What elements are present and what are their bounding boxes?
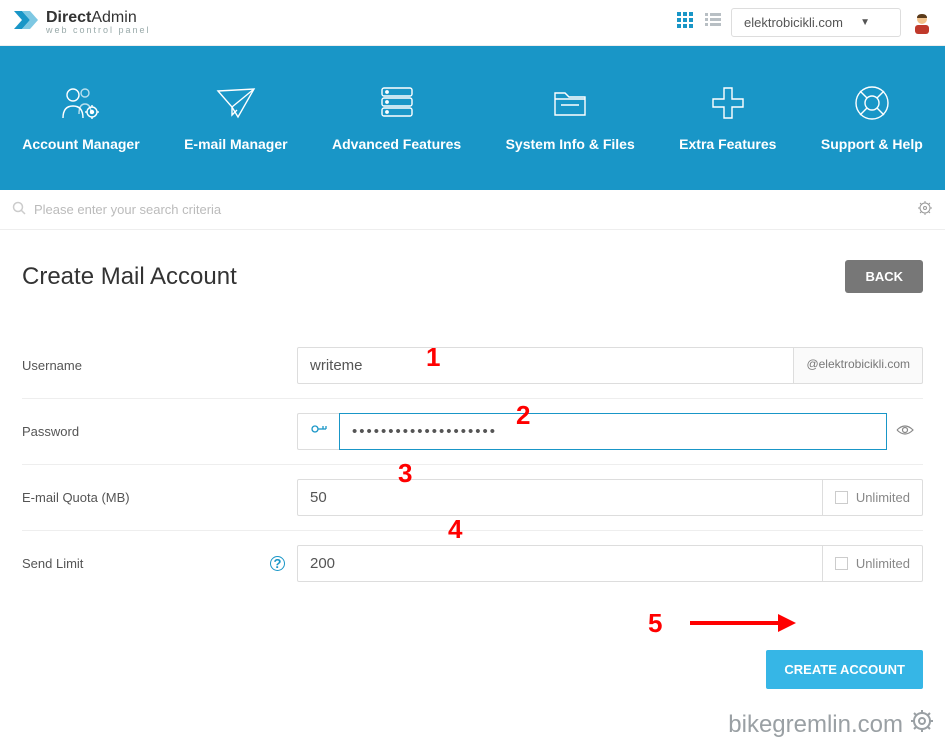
generate-password-button[interactable] [297, 413, 339, 450]
settings-gear-icon[interactable] [917, 200, 933, 219]
label-password: Password [22, 424, 297, 439]
quota-input[interactable] [297, 479, 823, 516]
label-quota: E-mail Quota (MB) [22, 490, 297, 505]
label-sendlimit: Send Limit ? [22, 556, 297, 571]
label-username: Username [22, 358, 297, 373]
toggle-password-visibility[interactable] [887, 413, 923, 450]
row-sendlimit: Send Limit ? Unlimited [22, 531, 923, 596]
page-content: Create Mail Account BACK Username @elekt… [0, 230, 945, 689]
plus-icon [709, 84, 747, 122]
topbar-right: elektrobicikli.com ▼ [677, 8, 933, 37]
domain-dropdown[interactable]: elektrobicikli.com ▼ [731, 8, 901, 37]
nav-support-help[interactable]: Support & Help [821, 84, 923, 152]
brand: DirectAdmin web control panel [12, 7, 151, 38]
key-icon [310, 422, 328, 441]
sendlimit-input[interactable] [297, 545, 823, 582]
help-icon[interactable]: ? [270, 556, 285, 571]
user-avatar-icon[interactable] [911, 12, 933, 34]
grid-view-icon[interactable] [677, 12, 695, 33]
search-icon [12, 201, 26, 218]
brand-subtitle: web control panel [46, 26, 151, 35]
search-input[interactable] [34, 202, 534, 217]
checkbox-icon [835, 557, 848, 570]
quota-unlimited-toggle[interactable]: Unlimited [823, 479, 923, 516]
domain-dropdown-label: elektrobicikli.com [744, 15, 843, 30]
nav-label: Support & Help [821, 136, 923, 152]
watermark: bikegremlin.com [728, 708, 935, 741]
nav-system-info[interactable]: System Info & Files [506, 84, 635, 152]
nav-label: Extra Features [679, 136, 776, 152]
sendlimit-unlimited-label: Unlimited [856, 556, 910, 571]
nav-label: System Info & Files [506, 136, 635, 152]
back-button[interactable]: BACK [845, 260, 923, 293]
nav-advanced-features[interactable]: Advanced Features [332, 84, 461, 152]
row-password: Password [22, 399, 923, 465]
nav-label: Account Manager [22, 136, 139, 152]
list-view-icon[interactable] [705, 13, 721, 32]
lifebuoy-icon [852, 84, 892, 122]
username-input[interactable] [297, 347, 794, 384]
watermark-text: bikegremlin.com [728, 711, 903, 739]
quota-unlimited-label: Unlimited [856, 490, 910, 505]
brand-logo-icon [12, 7, 40, 38]
folder-icon [549, 84, 591, 122]
nav-label: Advanced Features [332, 136, 461, 152]
row-username: Username @elektrobicikli.com [22, 333, 923, 399]
nav-extra-features[interactable]: Extra Features [679, 84, 776, 152]
search-bar [0, 190, 945, 230]
nav-account-manager[interactable]: Account Manager [22, 84, 139, 152]
username-domain-suffix: @elektrobicikli.com [794, 347, 923, 384]
checkbox-icon [835, 491, 848, 504]
paper-plane-icon [214, 84, 258, 122]
sendlimit-unlimited-toggle[interactable]: Unlimited [823, 545, 923, 582]
password-input[interactable] [339, 413, 887, 450]
users-gear-icon [59, 84, 103, 122]
chevron-down-icon: ▼ [860, 17, 870, 28]
server-stack-icon [376, 84, 418, 122]
brand-name: DirectAdmin [46, 10, 151, 26]
page-title: Create Mail Account [22, 263, 237, 291]
nav-email-manager[interactable]: E-mail Manager [184, 84, 287, 152]
create-account-button[interactable]: CREATE ACCOUNT [766, 650, 923, 689]
main-nav: Account Manager E-mail Manager Advanced … [0, 46, 945, 190]
eye-icon [896, 423, 914, 441]
gear-icon [909, 708, 935, 741]
nav-label: E-mail Manager [184, 136, 287, 152]
row-quota: E-mail Quota (MB) Unlimited [22, 465, 923, 531]
topbar: DirectAdmin web control panel elektrobic… [0, 0, 945, 46]
